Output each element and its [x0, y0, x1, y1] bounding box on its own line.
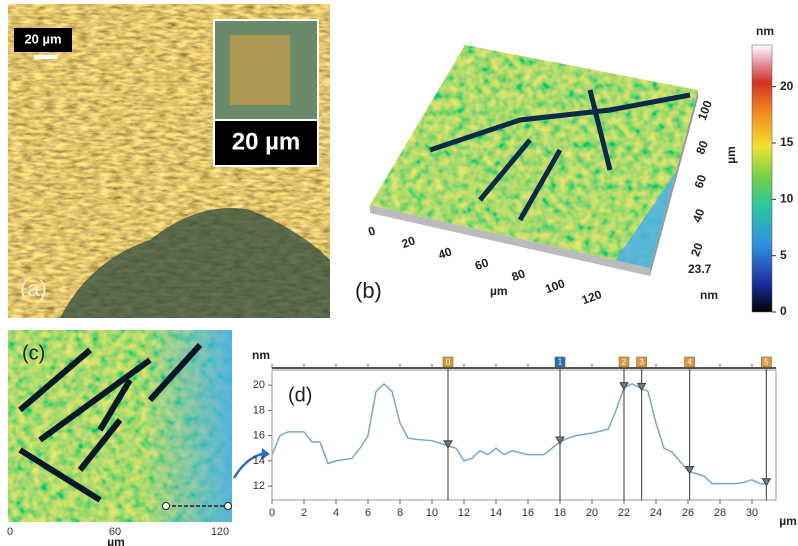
z-unit: nm — [700, 288, 718, 302]
colorbar-tick-label: 15 — [780, 135, 794, 149]
x-tick-label: 10 — [426, 507, 438, 519]
x-axis-label: µm — [779, 514, 797, 528]
dark-region — [60, 208, 330, 318]
x-axis-label: µm — [490, 284, 508, 298]
cursor-label: 3 — [639, 358, 644, 367]
x-tick-label: 20 — [400, 233, 418, 251]
x-tick-label: 8 — [397, 507, 403, 519]
cursor-tag — [554, 356, 566, 368]
z-max: 23.7 — [688, 262, 712, 276]
x-tick-label: 0 — [366, 223, 377, 239]
profile-end — [162, 502, 170, 510]
colorbar-tick-label: 5 — [780, 248, 787, 262]
colorbar-label: nm — [756, 24, 774, 38]
x-tick-label: 30 — [746, 507, 758, 519]
x-tick-label: 100 — [543, 276, 567, 296]
scale-bar — [34, 55, 58, 59]
panel-label: (a) — [20, 276, 47, 301]
side-face — [650, 90, 698, 276]
panel-c: (c) µm — [8, 330, 270, 546]
y-tick-label: 20 — [253, 379, 265, 391]
cursor-label: 1 — [558, 358, 563, 367]
y-tick-label: 100 — [695, 98, 715, 122]
y-axis-label: nm — [252, 348, 270, 362]
y-tick-label: 12 — [253, 480, 265, 492]
cracks — [429, 89, 691, 222]
x-tick-label: 40 — [436, 244, 454, 262]
cursor-tag — [618, 356, 630, 368]
side-face — [370, 205, 650, 276]
colorbar — [751, 44, 773, 313]
panel-b: (b) µm µm 23.7 nm nm — [355, 24, 774, 313]
x-tick-label: 28 — [714, 507, 726, 519]
x-tick-label: 120 — [211, 526, 229, 538]
cursor-tag — [761, 356, 772, 368]
cursor-marker — [761, 478, 772, 487]
cursor-tag — [636, 356, 647, 368]
x-tick-label: 60 — [109, 526, 121, 538]
x-tick-label: 120 — [580, 287, 604, 307]
x-tick-label: 14 — [490, 507, 502, 519]
cursor-label: 2 — [622, 358, 627, 367]
x-tick-label: 26 — [682, 507, 694, 519]
arrow-head — [261, 448, 270, 460]
inset-scale-box — [213, 119, 319, 167]
inset-crystals — [230, 35, 290, 105]
y-tick-label: 80 — [693, 139, 711, 157]
cursor-marker — [443, 440, 453, 449]
x-tick-label: 18 — [554, 507, 566, 519]
cursor-marker — [619, 382, 629, 391]
plot-frame — [271, 369, 777, 501]
x-tick-label: 24 — [650, 507, 662, 519]
colorbar-tick-label: 0 — [780, 304, 787, 318]
cursor-tag — [684, 356, 695, 368]
colorbar-tick-label: 20 — [780, 79, 794, 93]
arrow — [232, 452, 263, 479]
x-tick-label: 22 — [618, 507, 630, 519]
x-tick-label: 16 — [522, 507, 534, 519]
cursor-label: 4 — [687, 358, 692, 367]
y-tick-label: 18 — [253, 404, 265, 416]
x-axis-label: µm — [107, 535, 125, 546]
x-tick-label: 80 — [510, 266, 528, 284]
colorbar-tick-label: 10 — [780, 192, 794, 206]
y-tick-label: 16 — [253, 430, 265, 442]
x-tick-label: 60 — [473, 255, 491, 273]
cursor-tag — [442, 356, 454, 368]
inset-scale-text: 20 µm — [232, 128, 301, 155]
scale-box — [14, 28, 72, 52]
scale-text: 20 µm — [24, 31, 61, 46]
y-tick-label: 14 — [253, 455, 265, 467]
x-tick-label: 12 — [458, 507, 470, 519]
cursor-marker — [684, 465, 695, 475]
y-axis-label: µm — [724, 146, 738, 164]
panel-d — [271, 367, 777, 501]
x-tick-label: 6 — [365, 507, 371, 519]
panel-label: (b) — [355, 278, 382, 303]
x-tick-label: 20 — [586, 507, 598, 519]
y-tick-label: 20 — [688, 241, 706, 259]
profile-end — [224, 502, 232, 510]
cursor-marker — [636, 382, 647, 392]
x-tick-label: 0 — [269, 507, 275, 519]
x-tick-label: 0 — [7, 526, 13, 538]
cracks — [18, 342, 203, 503]
panel-a: 20 µm 20 µm (a) — [8, 4, 330, 318]
panel-label: (d) — [288, 384, 312, 406]
y-tick-label: 40 — [690, 207, 708, 225]
x-tick-label: 4 — [333, 507, 339, 519]
y-tick-label: 60 — [692, 173, 710, 191]
cursor-label: 5 — [764, 358, 769, 367]
low-region — [8, 330, 232, 522]
cursor-marker — [555, 436, 565, 445]
cursor-label: 0 — [446, 358, 451, 367]
x-tick-label: 2 — [301, 507, 307, 519]
panel-label: (c) — [22, 342, 45, 364]
